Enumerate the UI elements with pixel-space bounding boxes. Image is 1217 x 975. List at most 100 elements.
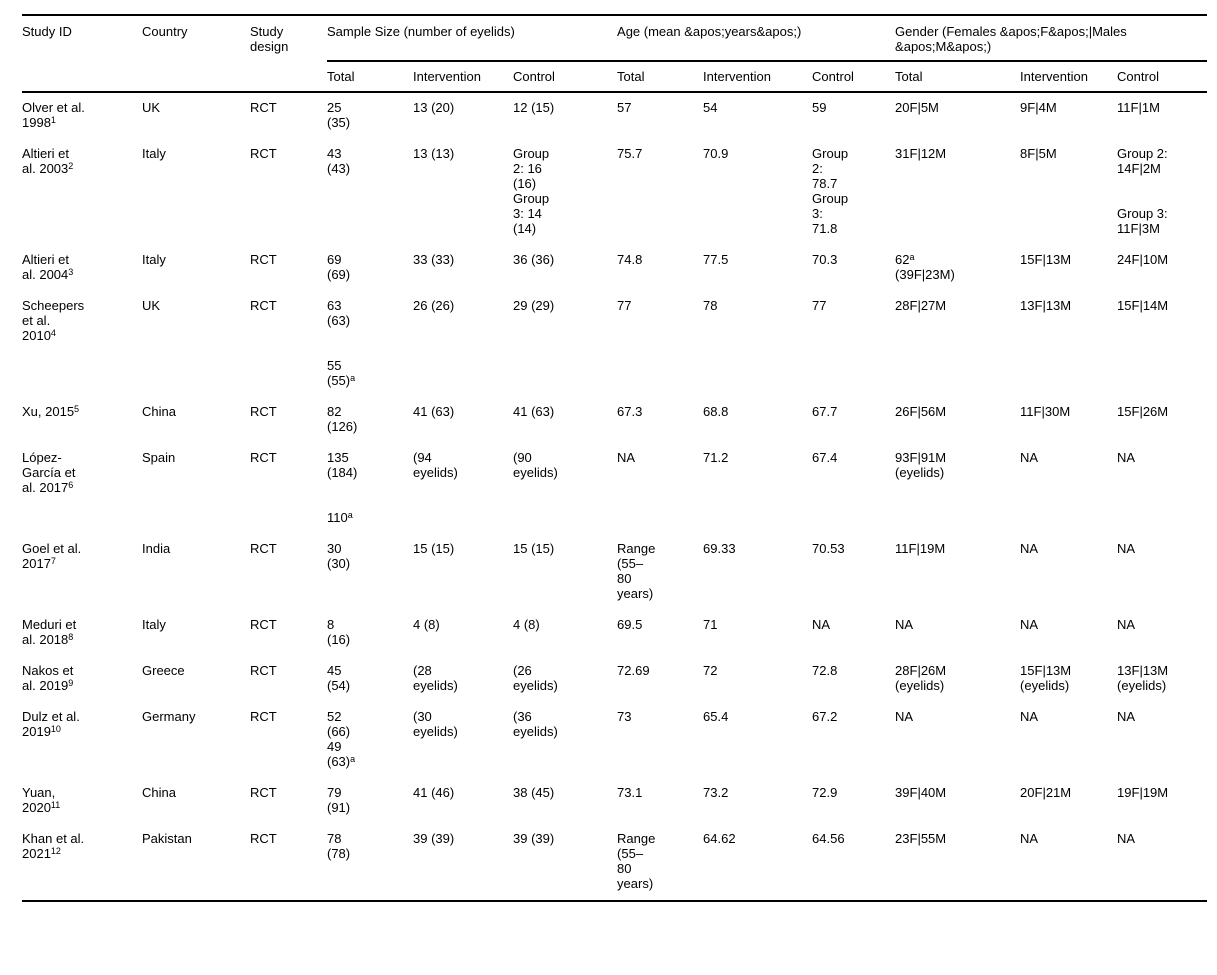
cell-age-total: 75.7: [617, 146, 643, 161]
cell-study-id: Xu, 20155: [22, 404, 80, 419]
cell-study-id: Meduri et al. 20188: [22, 617, 77, 647]
cell-study-id: Nakos et al. 20199: [22, 663, 74, 693]
table-row: Dulz et al. 201910 Germany RCT 52 (66) 49 (63)a…: [22, 702, 1207, 778]
cell-country: India: [142, 541, 171, 556]
cell-study-design: RCT: [250, 663, 277, 678]
cell-sample-intervention: 39 (39): [413, 824, 513, 902]
cell-sample-total: 63 (63) 55 (55)a: [327, 298, 356, 388]
table-row: Xu, 20155 China RCT 82 (126) 41 (63) 41 (63) 67…: [22, 397, 1207, 443]
cell-age-intervention: 73.2: [703, 785, 729, 800]
table-row: Nakos et al. 20199 Greece RCT 45 (54) (28 eyeli…: [22, 656, 1207, 702]
column-group-gender: Gender (Females &apos;F&apos;|Males &apos…: [895, 14, 1208, 62]
column-header-country: Country: [142, 14, 250, 93]
study-characteristics-table: Study ID Country Study design Sample Size…: [22, 14, 1208, 902]
column-header-gender-total: Total: [895, 61, 1021, 93]
cell-study-id: Yuan, 202011: [22, 785, 61, 815]
cell-sample-intervention: (94 eyelids): [413, 450, 458, 480]
cell-age-intervention: 78: [703, 298, 718, 313]
cell-study-id: Dulz et al. 201910: [22, 709, 80, 739]
cell-country: Pakistan: [142, 824, 250, 902]
cell-age-intervention: 68.8: [703, 404, 729, 419]
cell-age-control: 70.3: [812, 252, 838, 267]
cell-age-control: 64.56: [812, 824, 896, 902]
cell-sample-control: (26 eyelids): [513, 663, 558, 693]
cell-study-design: RCT: [250, 252, 277, 267]
cell-country: UK: [142, 298, 161, 313]
cell-age-intervention: 64.62: [703, 824, 813, 902]
cell-study-design: RCT: [250, 146, 277, 161]
cell-sample-control: 36 (36): [513, 252, 555, 267]
table-row: Goel et al. 20177 India RCT 30 (30) 15 (15) 15 …: [22, 534, 1207, 610]
cell-age-control: 67.2: [812, 709, 838, 724]
cell-study-design: RCT: [250, 785, 277, 800]
table-row: Khan et al. 202112 Pakistan RCT 78 (78) 39 (39…: [22, 824, 1208, 902]
cell-gender-intervention: 15F|13M (eyelids): [1020, 663, 1072, 693]
cell-gender-total: NA: [895, 617, 914, 632]
column-header-study-design: Study design: [250, 14, 327, 93]
cell-gender-control: NA: [1117, 824, 1208, 902]
cell-age-control: NA: [812, 617, 831, 632]
cell-sample-intervention: (28 eyelids): [413, 663, 458, 693]
cell-gender-control: NA: [1117, 709, 1136, 724]
cell-age-total: Range (55– 80 years): [617, 541, 656, 601]
table-row: Olver et al. 19981 UK RCT 25 (35) 13 (20) 12 (1…: [22, 92, 1207, 139]
column-group-sample-size: Sample Size (number of eyelids): [327, 14, 618, 62]
cell-age-total: 77: [617, 298, 632, 313]
cell-gender-intervention: 9F|4M: [1020, 100, 1057, 115]
cell-sample-total: 78 (78): [327, 824, 413, 902]
cell-study-design: RCT: [250, 100, 277, 115]
cell-age-intervention: 54: [703, 100, 718, 115]
table-row: Scheepers et al. 20104 UK RCT 63 (63) 55 (55)a 26…: [22, 291, 1207, 397]
cell-age-total: 67.3: [617, 404, 643, 419]
cell-gender-intervention: NA: [1020, 541, 1039, 556]
cell-gender-intervention: NA: [1020, 709, 1039, 724]
header-sub-row: Total Intervention Control Total Interve…: [22, 61, 1208, 93]
cell-gender-intervention: NA: [1020, 617, 1039, 632]
cell-age-total: 74.8: [617, 252, 643, 267]
cell-gender-intervention: NA: [1020, 824, 1118, 902]
cell-study-design: RCT: [250, 541, 277, 556]
cell-age-control: 77: [812, 298, 827, 313]
cell-gender-control: NA: [1117, 541, 1136, 556]
cell-sample-intervention: 4 (8): [413, 617, 440, 632]
table-row: López- García et al. 20176 Spain RCT 135 (184)…: [22, 443, 1207, 534]
table-body: Olver et al. 19981 UK RCT 25 (35) 13 (20) 12 (1…: [22, 92, 1208, 902]
cell-gender-total: 28F|27M: [895, 298, 947, 313]
cell-gender-control: 24F|10M: [1117, 252, 1169, 267]
cell-country: UK: [142, 100, 161, 115]
cell-age-intervention: 77.5: [703, 252, 729, 267]
column-header-study-id: Study ID: [22, 14, 142, 93]
cell-age-intervention: 72: [703, 663, 718, 678]
cell-sample-intervention: 13 (20): [413, 100, 455, 115]
cell-age-total: 73: [617, 709, 632, 724]
column-header-gender-control: Control: [1117, 61, 1208, 93]
cell-gender-total: 31F|12M: [895, 146, 947, 161]
cell-sample-total: 82 (126): [327, 404, 358, 434]
cell-sample-total: 8 (16): [327, 617, 351, 647]
cell-sample-intervention: 41 (46): [413, 785, 455, 800]
cell-study-id: Altieri et al. 20032: [22, 146, 74, 176]
cell-gender-intervention: 13F|13M: [1020, 298, 1072, 313]
cell-gender-total: NA: [895, 709, 914, 724]
cell-sample-control: 4 (8): [513, 617, 540, 632]
cell-study-design: RCT: [250, 824, 327, 902]
cell-age-control: 59: [812, 100, 827, 115]
cell-study-id: Scheepers et al. 20104: [22, 298, 85, 343]
column-header-sample-intervention: Intervention: [413, 61, 513, 93]
cell-gender-total: 93F|91M (eyelids): [895, 450, 947, 480]
cell-sample-control: 15 (15): [513, 541, 555, 556]
cell-country: China: [142, 785, 176, 800]
cell-gender-total: 26F|56M: [895, 404, 947, 419]
cell-age-intervention: 70.9: [703, 146, 729, 161]
cell-country: China: [142, 404, 176, 419]
table-row: Altieri et al. 20032 Italy RCT 43 (43) 13 (13)…: [22, 139, 1207, 245]
cell-study-design: RCT: [250, 298, 277, 313]
cell-sample-intervention: 26 (26): [413, 298, 455, 313]
cell-sample-total: 69 (69): [327, 252, 351, 282]
cell-age-intervention: 71.2: [703, 450, 729, 465]
cell-study-design: RCT: [250, 450, 277, 465]
cell-age-total: Range (55– 80 years): [617, 824, 704, 902]
cell-gender-control: 15F|26M: [1117, 404, 1169, 419]
cell-gender-control: NA: [1117, 450, 1136, 465]
